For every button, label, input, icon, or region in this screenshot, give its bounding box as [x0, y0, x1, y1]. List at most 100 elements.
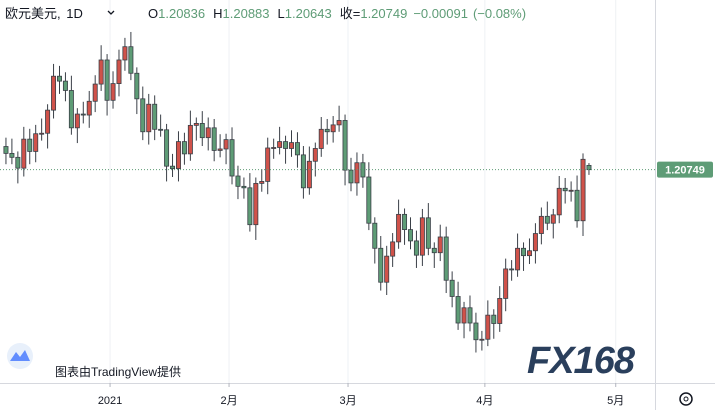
- candle-body: [223, 139, 229, 150]
- candle-body: [473, 322, 479, 341]
- candle-body: [544, 215, 550, 224]
- candle-body: [467, 307, 473, 324]
- candle-body: [586, 164, 592, 171]
- x-tick-label: 2021: [98, 395, 122, 407]
- candle-body: [62, 80, 68, 91]
- candle-body: [306, 160, 312, 189]
- candle-body: [538, 215, 544, 234]
- candle-body: [497, 298, 503, 324]
- candle-body: [277, 141, 283, 148]
- candle-body: [294, 142, 300, 156]
- grid: 2021 2月 3月 4月 5月: [98, 0, 624, 407]
- candle-body: [318, 128, 324, 149]
- candle-body: [485, 314, 491, 340]
- ohlc-legend: O1.20836 H1.20883 L1.20643 收=1.20749 −0.0009…: [148, 6, 526, 21]
- candle-body: [164, 129, 170, 167]
- candle-body: [300, 154, 306, 189]
- candle-body: [205, 127, 211, 139]
- candle-body: [158, 128, 164, 131]
- candle-body: [3, 146, 9, 154]
- candle-body: [247, 187, 253, 226]
- candle-body: [330, 124, 336, 133]
- candle-body: [217, 148, 223, 151]
- x-tick-label: 5月: [607, 395, 624, 407]
- candle-body: [170, 165, 176, 170]
- legend-value: 1.20836: [158, 6, 205, 21]
- candle-body: [431, 247, 437, 254]
- candle-body: [503, 268, 509, 299]
- candle-body: [39, 132, 45, 135]
- legend-label: O: [148, 6, 158, 21]
- candle-body: [253, 182, 259, 226]
- candle-body: [116, 59, 122, 84]
- symbol[interactable]: 欧元美元,: [5, 6, 61, 21]
- candle-body: [193, 123, 199, 126]
- candle-body: [532, 233, 538, 252]
- candle-body: [27, 138, 33, 152]
- candle-body: [128, 46, 134, 74]
- candle-body: [312, 148, 318, 162]
- candle-body: [86, 100, 92, 116]
- overlay: 图表由TradingView提供 FX168 1.20749: [0, 161, 713, 406]
- candle-body: [521, 247, 527, 257]
- candle-body: [9, 152, 15, 158]
- header: 欧元美元, 1D: [5, 6, 83, 21]
- candle-body: [187, 124, 193, 155]
- legend-label: L: [278, 6, 285, 21]
- candle-body: [413, 240, 419, 256]
- logo-icon: [10, 350, 30, 361]
- candle-body: [45, 109, 51, 134]
- candle-body: [360, 162, 366, 178]
- candle-body: [455, 296, 461, 324]
- candle-body: [211, 127, 217, 151]
- candle-body: [491, 314, 497, 324]
- legend-value: 1.20643: [285, 6, 332, 21]
- candle-body: [324, 128, 330, 133]
- candle-body: [15, 156, 21, 169]
- candle-body: [175, 141, 181, 170]
- candle-body: [104, 59, 110, 101]
- candle-body: [568, 189, 574, 192]
- candle-body: [437, 236, 443, 254]
- candle-body: [378, 247, 384, 283]
- candle-body: [366, 176, 372, 224]
- candle-body: [229, 139, 235, 177]
- gear-center[interactable]: [683, 396, 689, 402]
- candle-body: [80, 113, 86, 116]
- settings-icon[interactable]: [679, 392, 693, 406]
- candle-body: [384, 255, 390, 283]
- x-tick-label: 3月: [339, 395, 356, 407]
- interval-chevron[interactable]: [107, 10, 115, 15]
- candle-body: [550, 214, 556, 224]
- candle-body: [152, 103, 158, 130]
- candle-body: [92, 83, 98, 102]
- change: −0.00091: [413, 6, 468, 21]
- candle-body: [562, 187, 568, 192]
- candle-body: [68, 90, 74, 129]
- legend-label: 收=: [340, 6, 361, 21]
- legend-label: H: [213, 6, 222, 21]
- candle-body: [580, 158, 586, 222]
- candle-body: [372, 222, 378, 249]
- candle-body: [235, 175, 241, 187]
- candle-body: [354, 162, 360, 184]
- candle-body: [181, 141, 187, 155]
- candle-body: [449, 279, 455, 297]
- candle-body: [110, 83, 116, 101]
- candle-body: [265, 147, 271, 182]
- x-tick-label: 4月: [476, 395, 493, 407]
- candle-body: [289, 142, 294, 149]
- candle-body: [271, 147, 277, 149]
- candle-body: [408, 229, 413, 242]
- last-price-box: [657, 161, 713, 178]
- candle-body: [574, 189, 580, 222]
- candle-body: [51, 75, 57, 111]
- interval[interactable]: 1D: [66, 6, 83, 21]
- candle-body: [122, 46, 128, 61]
- gear[interactable]: [679, 392, 693, 406]
- candle-body: [259, 181, 265, 184]
- logo-circle: [7, 343, 33, 369]
- candle-body: [199, 123, 205, 139]
